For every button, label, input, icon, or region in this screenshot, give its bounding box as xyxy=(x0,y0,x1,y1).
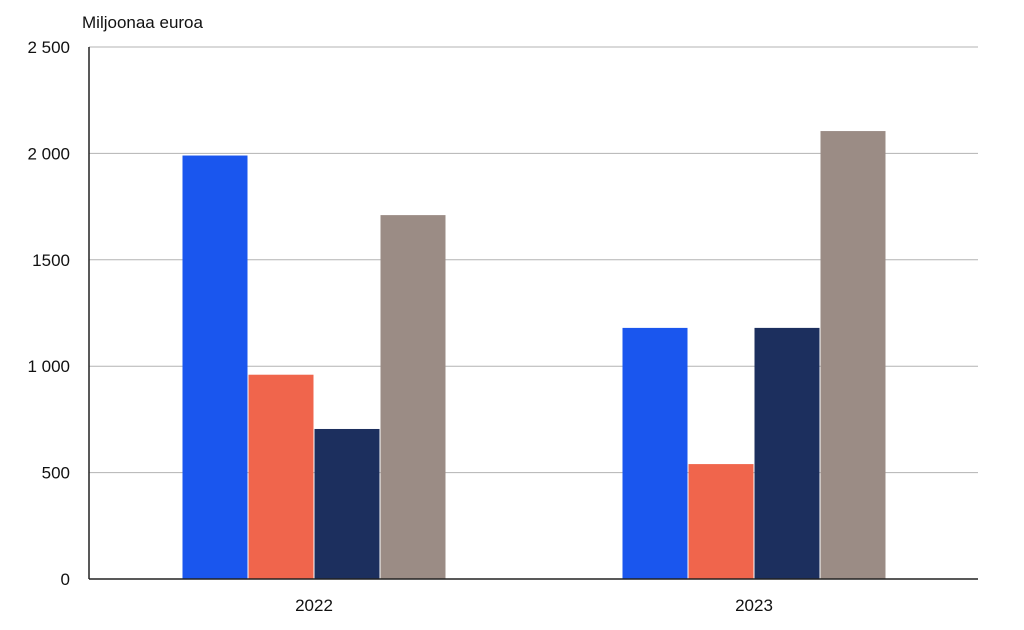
y-tick-label: 2 500 xyxy=(27,38,70,57)
y-tick-label: 1500 xyxy=(32,251,70,270)
bars xyxy=(182,131,886,579)
y-tick-label: 0 xyxy=(61,570,70,589)
bar-2022-series-1 xyxy=(182,155,248,579)
x-tick-label: 2023 xyxy=(735,596,773,615)
y-tick-label: 2 000 xyxy=(27,144,70,163)
bar-2023-series-4 xyxy=(820,131,886,579)
bar-2022-series-3 xyxy=(314,428,380,579)
x-tick-labels: 2022 2023 xyxy=(295,596,773,615)
bar-2023-series-2 xyxy=(688,464,754,579)
y-tick-label: 1 000 xyxy=(27,357,70,376)
x-tick-label: 2022 xyxy=(295,596,333,615)
bar-2022-series-4 xyxy=(380,215,446,579)
bar-2023-series-1 xyxy=(622,327,688,579)
y-tick-labels: 0 500 1 000 1500 2 000 2 500 xyxy=(27,38,70,589)
axes xyxy=(88,47,978,580)
y-tick-label: 500 xyxy=(42,464,70,483)
bar-2022-series-2 xyxy=(248,374,314,579)
y-axis-title: Miljoonaa euroa xyxy=(82,13,204,32)
bar-2023-series-3 xyxy=(754,327,820,579)
